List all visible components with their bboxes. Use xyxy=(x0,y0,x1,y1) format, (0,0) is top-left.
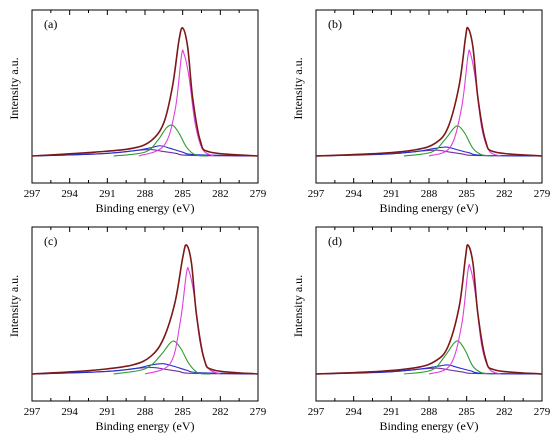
x-tick-label: 282 xyxy=(212,406,229,418)
plot-frame xyxy=(315,9,543,184)
x-axis-label: Binding energy (eV) xyxy=(379,419,478,433)
series-line-2 xyxy=(403,340,495,375)
panel-b: 297 294 291 288 285 282 279 Binding energy (eV)… xyxy=(291,9,550,215)
series-line-3 xyxy=(31,145,259,157)
series-line-2 xyxy=(113,124,208,157)
series-line-0 xyxy=(315,26,543,157)
y-axis-label: Intensity a.u. xyxy=(7,275,21,337)
plot-frame xyxy=(315,226,543,402)
series-line-2 xyxy=(113,340,211,375)
x-tick-label: 288 xyxy=(137,188,154,200)
series-line-3 xyxy=(31,363,259,375)
x-tick-label: 279 xyxy=(250,188,267,200)
y-axis-label: Intensity a.u. xyxy=(291,275,305,337)
x-tick-label: 282 xyxy=(496,188,513,200)
x-tick-label: 291 xyxy=(383,406,400,418)
panel-c: 297 294 291 288 285 282 279 Binding energy (eV)… xyxy=(7,226,267,433)
x-tick-label: 288 xyxy=(137,406,154,418)
panel-label: (a) xyxy=(44,17,57,31)
x-axis-label: Binding energy (eV) xyxy=(95,201,194,215)
panel-label: (b) xyxy=(328,17,342,31)
panel-a: 297 294 291 288 285 282 279 Binding energy (eV)… xyxy=(7,9,267,215)
x-tick-label: 285 xyxy=(174,406,191,418)
x-tick-label: 294 xyxy=(61,406,78,418)
x-tick-label: 285 xyxy=(458,406,475,418)
series-line-0 xyxy=(31,27,259,157)
plot-frame xyxy=(31,226,259,402)
series-line-2 xyxy=(403,125,495,157)
x-tick-label: 279 xyxy=(534,406,550,418)
series-line-3 xyxy=(315,364,543,375)
x-tick-label: 297 xyxy=(24,188,41,200)
series-line-3 xyxy=(315,146,543,157)
panel-label: (d) xyxy=(328,234,342,248)
x-tick-label: 297 xyxy=(308,188,325,200)
x-tick-label: 282 xyxy=(212,188,229,200)
x-tick-label: 291 xyxy=(99,406,116,418)
x-tick-label: 291 xyxy=(99,188,116,200)
x-tick-label: 297 xyxy=(308,406,325,418)
series-line-1 xyxy=(138,49,215,157)
x-tick-label: 291 xyxy=(383,188,400,200)
x-tick-label: 279 xyxy=(250,406,267,418)
x-axis-label: Binding energy (eV) xyxy=(95,419,194,433)
y-axis-label: Intensity a.u. xyxy=(291,57,305,119)
x-tick-label: 294 xyxy=(345,406,362,418)
x-axis-label: Binding energy (eV) xyxy=(379,201,478,215)
y-axis-label: Intensity a.u. xyxy=(7,57,21,119)
x-tick-label: 285 xyxy=(458,188,475,200)
series-line-1 xyxy=(144,267,221,375)
x-tick-label: 288 xyxy=(421,188,438,200)
x-tick-label: 297 xyxy=(24,406,41,418)
series-line-0 xyxy=(315,244,543,375)
plot-frame xyxy=(31,9,259,184)
x-tick-label: 285 xyxy=(174,188,191,200)
panel-d: 297 294 291 288 285 282 279 Binding energy (eV)… xyxy=(291,226,550,433)
x-tick-label: 294 xyxy=(61,188,78,200)
series-line-0 xyxy=(31,244,259,375)
x-tick-label: 288 xyxy=(421,406,438,418)
panel-label: (c) xyxy=(44,234,57,248)
x-tick-label: 282 xyxy=(496,406,513,418)
x-tick-label: 279 xyxy=(534,188,550,200)
x-tick-label: 294 xyxy=(345,188,362,200)
